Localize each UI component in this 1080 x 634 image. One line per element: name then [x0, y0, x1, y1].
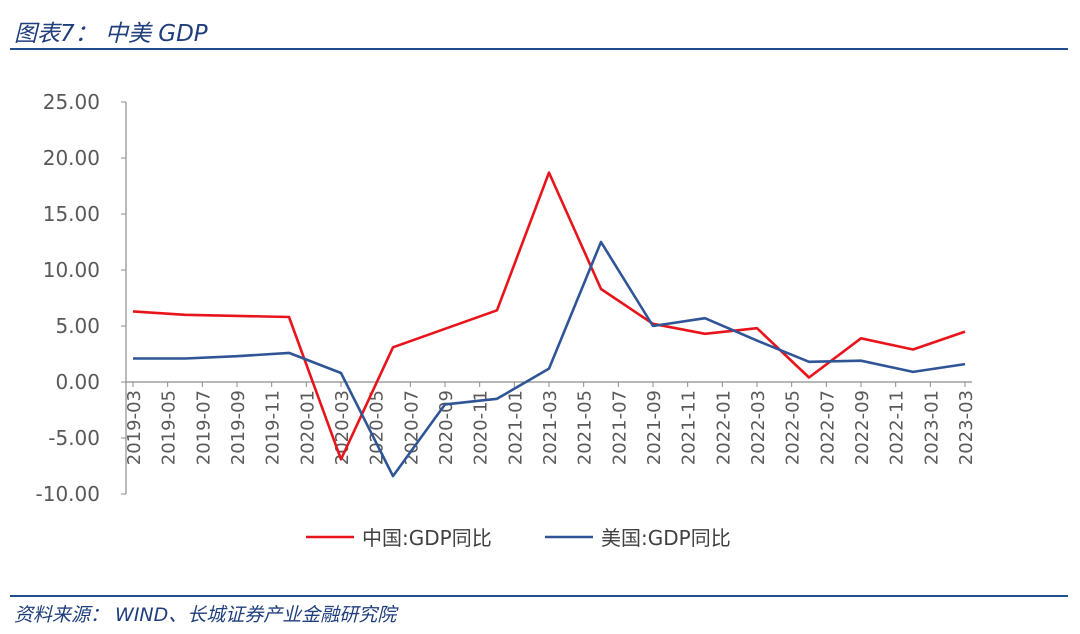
x-tick-label: 2021-05	[575, 390, 596, 465]
x-tick-label: 2023-01	[921, 390, 942, 465]
x-tick-label: 2019-05	[159, 390, 180, 465]
gdp-line-chart: 25.0020.0015.0010.005.000.00-5.00-10.00 …	[36, 90, 977, 550]
x-tick-label: 2021-03	[540, 390, 561, 465]
x-tick-label: 2020-01	[297, 390, 318, 465]
x-tick-label: 2022-07	[817, 390, 838, 465]
legend-china-label: 中国:GDP同比	[362, 526, 492, 550]
x-tick-label: 2021-09	[644, 390, 665, 465]
y-tick-label: 10.00	[43, 258, 100, 282]
y-tick-label: 15.00	[43, 202, 100, 226]
source-divider	[10, 595, 1068, 597]
x-tick-label: 2019-03	[124, 390, 145, 465]
y-tick-label: -5.00	[48, 426, 100, 450]
x-tick-label: 2021-07	[609, 390, 630, 465]
x-tick-label: 2019-11	[263, 390, 284, 465]
x-tick-label: 2021-11	[679, 390, 700, 465]
x-tick-label: 2023-03	[956, 390, 977, 465]
x-tick-label: 2022-03	[748, 390, 769, 465]
y-tick-labels: 25.00 20.00 15.00 10.00 5.00 0.00 -5.00 -10.00	[36, 90, 126, 506]
us-gdp-line	[133, 240, 966, 478]
x-tick-label: 2020-09	[436, 390, 457, 465]
y-tick-label: 5.00	[55, 314, 100, 338]
x-tick-label: 2019-09	[228, 390, 249, 465]
chart-legend: 中国:GDP同比 美国:GDP同比	[306, 526, 731, 550]
source-note: 资料来源： WIND、长城证券产业金融研究院	[14, 604, 397, 626]
legend-us-label: 美国:GDP同比	[601, 526, 731, 550]
x-tick-label: 2020-05	[367, 390, 388, 465]
series-lines	[132, 171, 966, 478]
y-tick-label: 0.00	[55, 370, 100, 394]
x-tick-label: 2022-11	[887, 390, 908, 465]
figure-title: 图表7： 中美 GDP	[14, 21, 208, 47]
x-tick-label: 2021-01	[505, 390, 526, 465]
x-tick-label: 2022-05	[783, 390, 804, 465]
title-divider	[10, 48, 1068, 50]
y-tick-label: 25.00	[43, 90, 100, 114]
x-tick-label: 2020-07	[401, 390, 422, 465]
x-tick-label: 2019-07	[193, 390, 214, 465]
x-tick-label: 2022-01	[713, 390, 734, 465]
x-tick-label: 2022-09	[852, 390, 873, 465]
y-tick-label: -10.00	[36, 482, 100, 506]
china-gdp-line	[132, 171, 966, 461]
x-tick-labels: 2019-03 2019-05 2019-07 2019-09 2019-11 2020-…	[124, 382, 977, 465]
x-tick-label: 2020-11	[471, 390, 492, 465]
y-tick-label: 20.00	[43, 146, 100, 170]
